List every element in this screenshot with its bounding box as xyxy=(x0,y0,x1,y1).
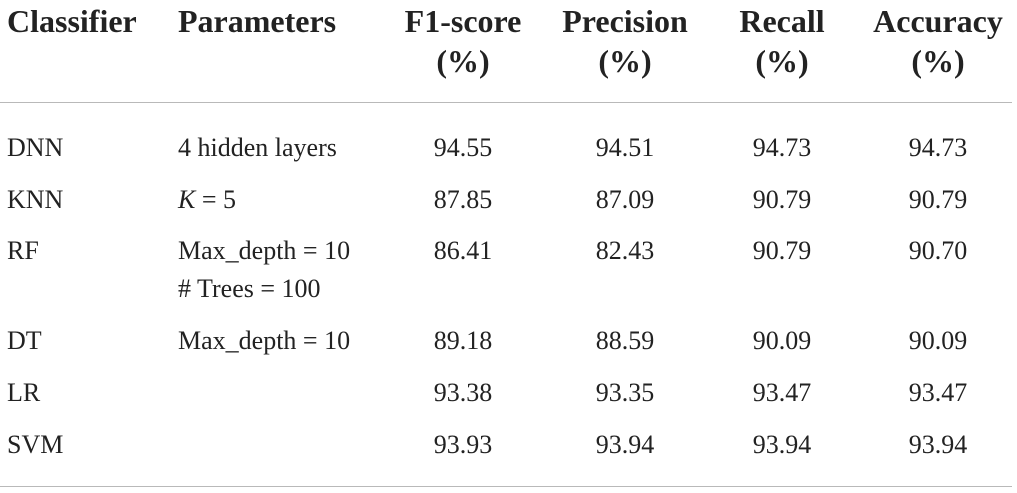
cell-classifier: DT xyxy=(7,326,42,355)
cell-parameters: 4 hidden layers xyxy=(178,129,337,167)
cell-recall: 90.79 xyxy=(752,185,812,214)
header-recall-label: Recall xyxy=(739,3,825,39)
cell-recall: 90.79 xyxy=(752,236,812,265)
parameter-variable: K xyxy=(178,185,196,214)
cell-recall: 90.09 xyxy=(752,326,812,355)
header-f1-label: F1-score xyxy=(404,3,522,39)
cell-classifier: SVM xyxy=(7,430,64,459)
cell-recall: 94.73 xyxy=(752,133,812,162)
cell-parameters: Max_depth = 10 xyxy=(178,322,350,360)
header-accuracy: Accuracy (%) xyxy=(858,1,1017,81)
cell-classifier: KNN xyxy=(7,185,64,214)
header-recall: Recall (%) xyxy=(712,1,852,81)
cell-classifier: DNN xyxy=(7,133,64,162)
cell-precision: 94.51 xyxy=(595,133,655,162)
cell-f1: 89.18 xyxy=(433,326,493,355)
header-f1-unit: (%) xyxy=(436,43,490,79)
cell-f1: 93.93 xyxy=(433,430,493,459)
cell-f1: 93.38 xyxy=(433,378,493,407)
header-precision: Precision (%) xyxy=(545,1,705,81)
cell-precision: 82.43 xyxy=(595,236,655,265)
header-recall-unit: (%) xyxy=(755,43,809,79)
header-precision-unit: (%) xyxy=(598,43,652,79)
cell-recall: 93.47 xyxy=(752,378,812,407)
cell-accuracy: 93.47 xyxy=(908,378,968,407)
header-precision-label: Precision xyxy=(562,3,688,39)
header-parameters-label: Parameters xyxy=(178,3,337,39)
cell-accuracy: 90.70 xyxy=(908,236,968,265)
cell-classifier: LR xyxy=(7,378,41,407)
footer-rule xyxy=(0,486,1012,487)
cell-precision: 88.59 xyxy=(595,326,655,355)
parameter-line: # Trees = 100 xyxy=(178,274,321,303)
cell-precision: 93.35 xyxy=(595,378,655,407)
parameter-line: Max_depth = 10 xyxy=(178,236,351,265)
cell-parameters: Max_depth = 10 # Trees = 100 xyxy=(178,232,350,308)
cell-f1: 94.55 xyxy=(433,133,493,162)
cell-accuracy: 90.09 xyxy=(908,326,968,355)
parameter-value: = 5 xyxy=(195,185,237,214)
header-rule xyxy=(0,102,1012,103)
cell-precision: 87.09 xyxy=(595,185,655,214)
header-parameters: Parameters xyxy=(178,1,336,41)
header-classifier-label: Classifier xyxy=(7,3,137,39)
cell-recall: 93.94 xyxy=(752,430,812,459)
cell-accuracy: 93.94 xyxy=(908,430,968,459)
header-classifier: Classifier xyxy=(7,1,137,41)
cell-classifier: RF xyxy=(7,236,39,265)
cell-accuracy: 90.79 xyxy=(908,185,968,214)
cell-f1: 87.85 xyxy=(433,185,493,214)
cell-parameters: K = 5 xyxy=(178,181,236,219)
header-accuracy-unit: (%) xyxy=(911,43,965,79)
parameter-line: 4 hidden layers xyxy=(178,133,337,162)
cell-accuracy: 94.73 xyxy=(908,133,968,162)
cell-precision: 93.94 xyxy=(595,430,655,459)
cell-f1: 86.41 xyxy=(433,236,493,265)
header-f1: F1-score (%) xyxy=(383,1,543,81)
parameter-line: Max_depth = 10 xyxy=(178,326,351,355)
header-accuracy-label: Accuracy xyxy=(873,3,1003,39)
